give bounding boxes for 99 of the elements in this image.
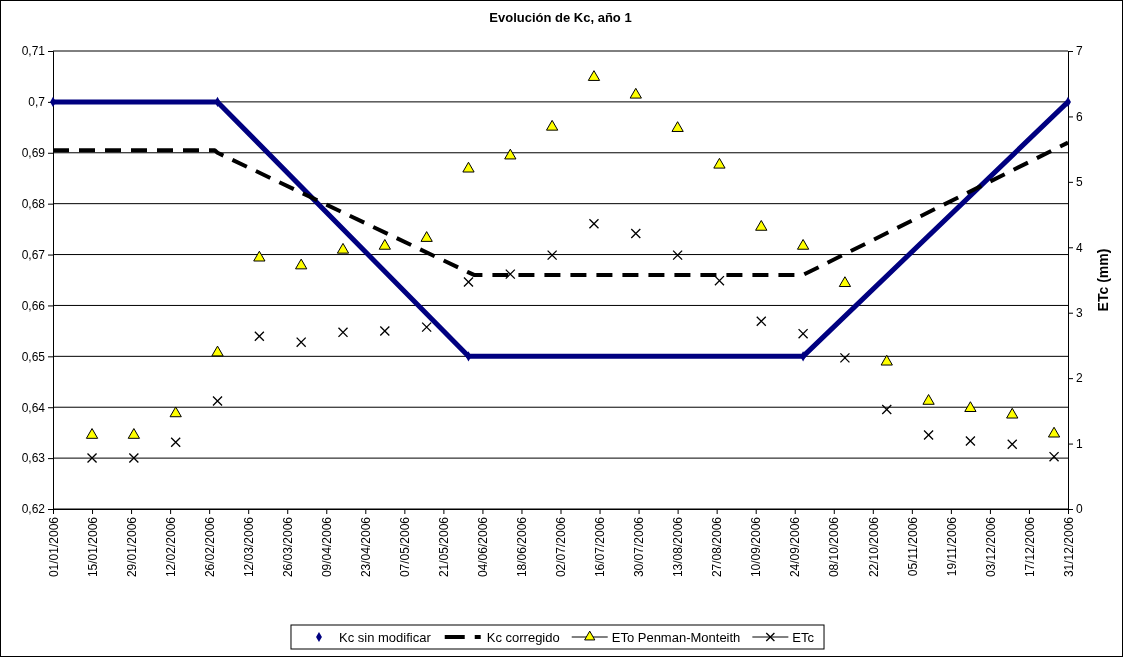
- x-tick-label: 24/09/2006: [788, 516, 803, 578]
- chart-title: Evolución de Kc, año 1: [489, 10, 632, 25]
- y2-tick-label: 7: [1076, 44, 1083, 59]
- point: [337, 327, 349, 338]
- x-tick-label: 05/11/2006: [905, 516, 920, 577]
- point: [965, 435, 976, 447]
- y2-tick-label: 0: [1076, 502, 1083, 517]
- x-tick-label: 29/01/2006: [124, 516, 139, 578]
- y-tick-label: 0,64: [21, 400, 46, 415]
- point: [420, 231, 433, 242]
- x-tick-label: 08/10/2006: [827, 516, 842, 578]
- point: [253, 250, 266, 262]
- point: [755, 220, 768, 231]
- point: [336, 242, 350, 254]
- y-tick-label: 0,63: [21, 451, 46, 466]
- point: [630, 228, 641, 239]
- x-tick-label: 26/02/2006: [202, 516, 217, 578]
- x-tick-label: 18/06/2006: [515, 516, 530, 578]
- x-tick-label: 26/03/2006: [280, 516, 295, 578]
- x-tick-label: 02/07/2006: [554, 516, 569, 578]
- point: [923, 429, 934, 441]
- legend-label: ETo Penman-Monteith: [611, 629, 741, 645]
- point: [85, 428, 99, 439]
- point: [964, 401, 977, 412]
- point: [296, 336, 307, 348]
- point: [756, 316, 767, 327]
- y-tick-label: 0,71: [21, 44, 46, 59]
- point: [295, 258, 308, 270]
- point: [212, 395, 223, 407]
- y-tick-label: 0,65: [21, 349, 46, 364]
- point: [839, 352, 851, 364]
- y-tick-label: 0,68: [21, 197, 46, 212]
- point: [421, 321, 432, 333]
- point: [922, 394, 935, 405]
- x-tick-label: 17/12/2006: [1022, 516, 1037, 578]
- point: [1047, 426, 1061, 438]
- point: [714, 275, 725, 286]
- point: [1048, 451, 1060, 462]
- point: [463, 276, 474, 288]
- point: [672, 249, 683, 261]
- point: [546, 249, 558, 261]
- point: [881, 404, 892, 415]
- x-tick-label: 21/05/2006: [437, 516, 452, 578]
- y-tick-label: 0,69: [21, 146, 46, 161]
- point: [588, 218, 600, 229]
- point: [838, 276, 852, 288]
- point: [587, 70, 601, 81]
- y-tick-label: 0,62: [21, 502, 46, 517]
- y2-tick-label: 3: [1076, 306, 1083, 321]
- x-tick-label: 12/03/2006: [241, 516, 256, 578]
- x-tick-label: 13/08/2006: [671, 516, 686, 578]
- x-tick-label: 01/01/2006: [46, 516, 61, 578]
- point: [505, 268, 516, 280]
- x-tick-label: 04/06/2006: [476, 516, 491, 578]
- x-tick-label: 30/07/2006: [632, 516, 647, 578]
- point: [796, 238, 810, 250]
- x-tick-label: 03/12/2006: [983, 516, 998, 578]
- y2-tick-label: 1: [1076, 436, 1083, 451]
- point: [127, 428, 140, 439]
- point: [211, 345, 224, 357]
- point: [170, 437, 181, 448]
- y2-tick-label: 6: [1076, 109, 1083, 124]
- point: [128, 452, 140, 464]
- point: [462, 161, 475, 173]
- legend-label: Kc corregido: [486, 629, 560, 645]
- y2-tick-label: 2: [1076, 371, 1083, 386]
- point: [546, 119, 559, 131]
- x-tick-label: 22/10/2006: [866, 516, 881, 578]
- y2-tick-label: 4: [1076, 240, 1083, 255]
- point: [1007, 439, 1018, 450]
- y2-tick-label: 5: [1076, 175, 1083, 190]
- x-tick-label: 10/09/2006: [749, 516, 764, 578]
- x-tick-label: 16/07/2006: [593, 516, 608, 578]
- y-tick-label: 0,67: [21, 247, 46, 262]
- point: [797, 328, 809, 339]
- point: [169, 406, 182, 418]
- x-tick-label: 27/08/2006: [710, 516, 725, 578]
- point: [713, 157, 726, 169]
- x-tick-label: 31/12/2006: [1061, 516, 1076, 578]
- point: [671, 121, 684, 132]
- x-tick-label: 07/05/2006: [398, 516, 413, 578]
- x-tick-label: 19/11/2006: [944, 516, 959, 577]
- y2-axis-title: ETc (mm): [1095, 248, 1111, 312]
- point: [254, 331, 265, 342]
- legend-label: ETc: [792, 629, 815, 645]
- legend-label: Kc sin modificar: [338, 629, 432, 645]
- point: [379, 325, 390, 337]
- x-tick-label: 12/02/2006: [163, 516, 178, 578]
- x-tick-label: 15/01/2006: [85, 516, 100, 578]
- y-tick-label: 0,66: [21, 298, 46, 313]
- point: [629, 87, 642, 99]
- point: [86, 452, 98, 464]
- x-tick-label: 23/04/2006: [359, 516, 374, 578]
- point: [378, 238, 391, 250]
- y-tick-label: 0,7: [28, 95, 46, 110]
- point: [504, 148, 517, 160]
- x-tick-label: 09/04/2006: [319, 516, 334, 578]
- point: [880, 354, 893, 366]
- point: [1006, 407, 1019, 419]
